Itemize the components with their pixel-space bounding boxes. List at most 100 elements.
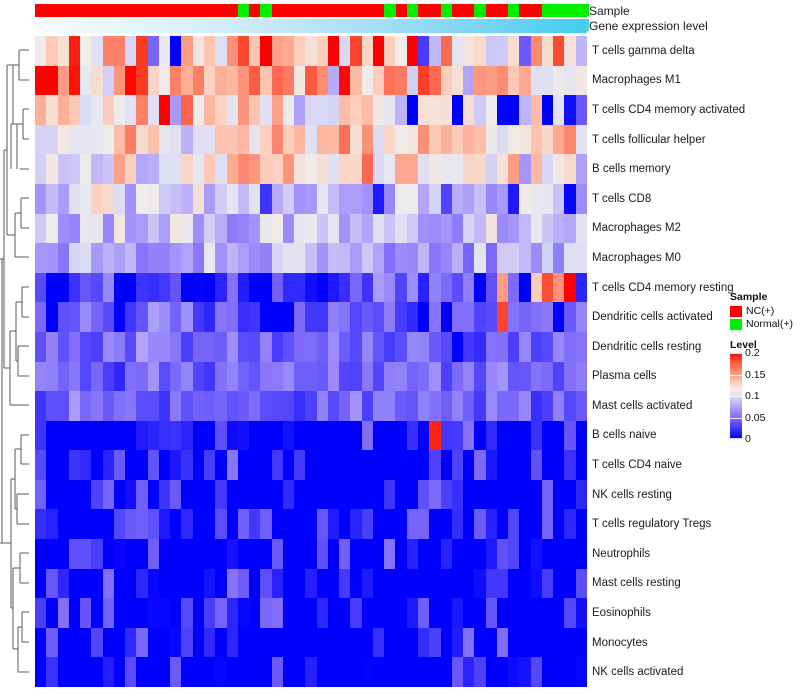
heatmap-cell bbox=[395, 509, 407, 540]
heatmap-cell bbox=[80, 243, 92, 273]
heatmap-cell bbox=[451, 302, 464, 332]
heatmap-cell bbox=[260, 95, 272, 125]
heatmap-cell bbox=[226, 391, 238, 421]
heatmap-cell bbox=[553, 95, 565, 125]
heatmap-cell bbox=[57, 213, 69, 244]
legend-swatch bbox=[730, 319, 742, 331]
heatmap-cell bbox=[440, 331, 452, 362]
heatmap-cell bbox=[271, 302, 283, 332]
heatmap-cell bbox=[564, 509, 576, 540]
heatmap-cell bbox=[541, 391, 554, 421]
heatmap-cell bbox=[46, 243, 58, 273]
heatmap-cell bbox=[474, 124, 486, 155]
colorbar-tick bbox=[730, 353, 742, 355]
heatmap-cell bbox=[102, 509, 114, 540]
heatmap-cell bbox=[125, 361, 137, 392]
heatmap-cell bbox=[508, 391, 520, 421]
heatmap-cell bbox=[463, 272, 475, 303]
heatmap-cell bbox=[496, 450, 509, 480]
heatmap-cell bbox=[316, 479, 328, 510]
heatmap-cell bbox=[339, 509, 351, 540]
heatmap-cell bbox=[57, 154, 69, 184]
heatmap-cell bbox=[46, 65, 58, 96]
heatmap-cell bbox=[440, 568, 452, 599]
heatmap-cell bbox=[418, 361, 430, 392]
heatmap-cell bbox=[91, 243, 103, 273]
heatmap-cell bbox=[384, 124, 396, 155]
heatmap-cell bbox=[80, 361, 92, 392]
row-dendrogram bbox=[0, 49, 29, 673]
heatmap-cell bbox=[68, 95, 81, 125]
heatmap-cell bbox=[418, 154, 430, 184]
sample-annotation-cell bbox=[361, 4, 373, 17]
heatmap-cell bbox=[68, 361, 81, 392]
heatmap-cell bbox=[474, 243, 486, 273]
heatmap-cell bbox=[91, 331, 103, 362]
heatmap-cell bbox=[271, 391, 283, 421]
row-label: Dendritic cells resting bbox=[592, 340, 702, 353]
heatmap-cell bbox=[406, 657, 419, 687]
heatmap-cell bbox=[158, 627, 171, 658]
heatmap-cell bbox=[395, 302, 407, 332]
heatmap-cell bbox=[316, 568, 328, 599]
heatmap-cell bbox=[226, 243, 238, 273]
heatmap-cell bbox=[384, 36, 396, 66]
heatmap-cell bbox=[372, 213, 385, 244]
heatmap-cell bbox=[418, 65, 430, 96]
heatmap-cell bbox=[282, 183, 295, 214]
heatmap-cell bbox=[226, 302, 238, 332]
heatmap-cell bbox=[316, 657, 328, 687]
heatmap-cell bbox=[451, 183, 464, 214]
heatmap-cell bbox=[553, 36, 565, 66]
sample-annotation-cell bbox=[147, 4, 159, 17]
heatmap-cell bbox=[237, 391, 250, 421]
heatmap-cell bbox=[57, 450, 69, 480]
heatmap-cell bbox=[203, 450, 216, 480]
heatmap-cell bbox=[474, 36, 486, 66]
row-label: Macrophages M1 bbox=[592, 74, 681, 87]
heatmap-cell bbox=[316, 243, 328, 273]
sample-annotation-cell bbox=[406, 4, 419, 17]
heatmap-cell bbox=[125, 509, 137, 540]
heatmap-cell bbox=[530, 302, 542, 332]
heatmap-cell bbox=[57, 361, 69, 392]
heatmap-cell bbox=[541, 95, 554, 125]
heatmap-cell bbox=[136, 391, 148, 421]
heatmap-cell bbox=[249, 391, 261, 421]
heatmap-cell bbox=[372, 568, 385, 599]
heatmap-cell bbox=[80, 539, 92, 569]
heatmap-cell bbox=[372, 539, 385, 569]
sample-annotation-cell bbox=[553, 4, 565, 17]
sample-legend-title: Sample bbox=[730, 291, 768, 303]
heatmap-cell bbox=[57, 272, 69, 303]
heatmap-cell bbox=[125, 539, 137, 569]
heatmap-cell bbox=[294, 272, 306, 303]
heatmap-cell bbox=[496, 302, 509, 332]
heatmap-cell bbox=[395, 627, 407, 658]
heatmap-cell bbox=[485, 479, 497, 510]
heatmap-cell bbox=[575, 479, 587, 510]
heatmap-cell bbox=[429, 657, 441, 687]
heatmap-cell bbox=[136, 95, 148, 125]
heatmap-cell bbox=[215, 331, 227, 362]
heatmap-cell bbox=[192, 331, 204, 362]
heatmap-cell bbox=[136, 124, 148, 155]
heatmap-cell bbox=[474, 183, 486, 214]
sample-annotation-cell bbox=[271, 4, 283, 17]
heatmap-cell bbox=[564, 213, 576, 244]
legend-item: NC(+) bbox=[730, 306, 800, 318]
heatmap-cell bbox=[170, 627, 182, 658]
heatmap-cell bbox=[282, 539, 295, 569]
heatmap-cell bbox=[80, 213, 92, 244]
row-label: Plasma cells bbox=[592, 370, 657, 383]
heatmap-cell bbox=[327, 361, 340, 392]
heatmap-cell bbox=[260, 598, 272, 628]
heatmap-cell bbox=[327, 331, 340, 362]
heatmap-cell bbox=[496, 36, 509, 66]
heatmap-cell bbox=[496, 598, 509, 628]
heatmap-cell bbox=[192, 361, 204, 392]
row-label: T cells regulatory Tregs bbox=[592, 518, 712, 531]
heatmap-cell bbox=[203, 598, 216, 628]
heatmap-cell bbox=[125, 420, 137, 451]
heatmap-cell bbox=[215, 479, 227, 510]
